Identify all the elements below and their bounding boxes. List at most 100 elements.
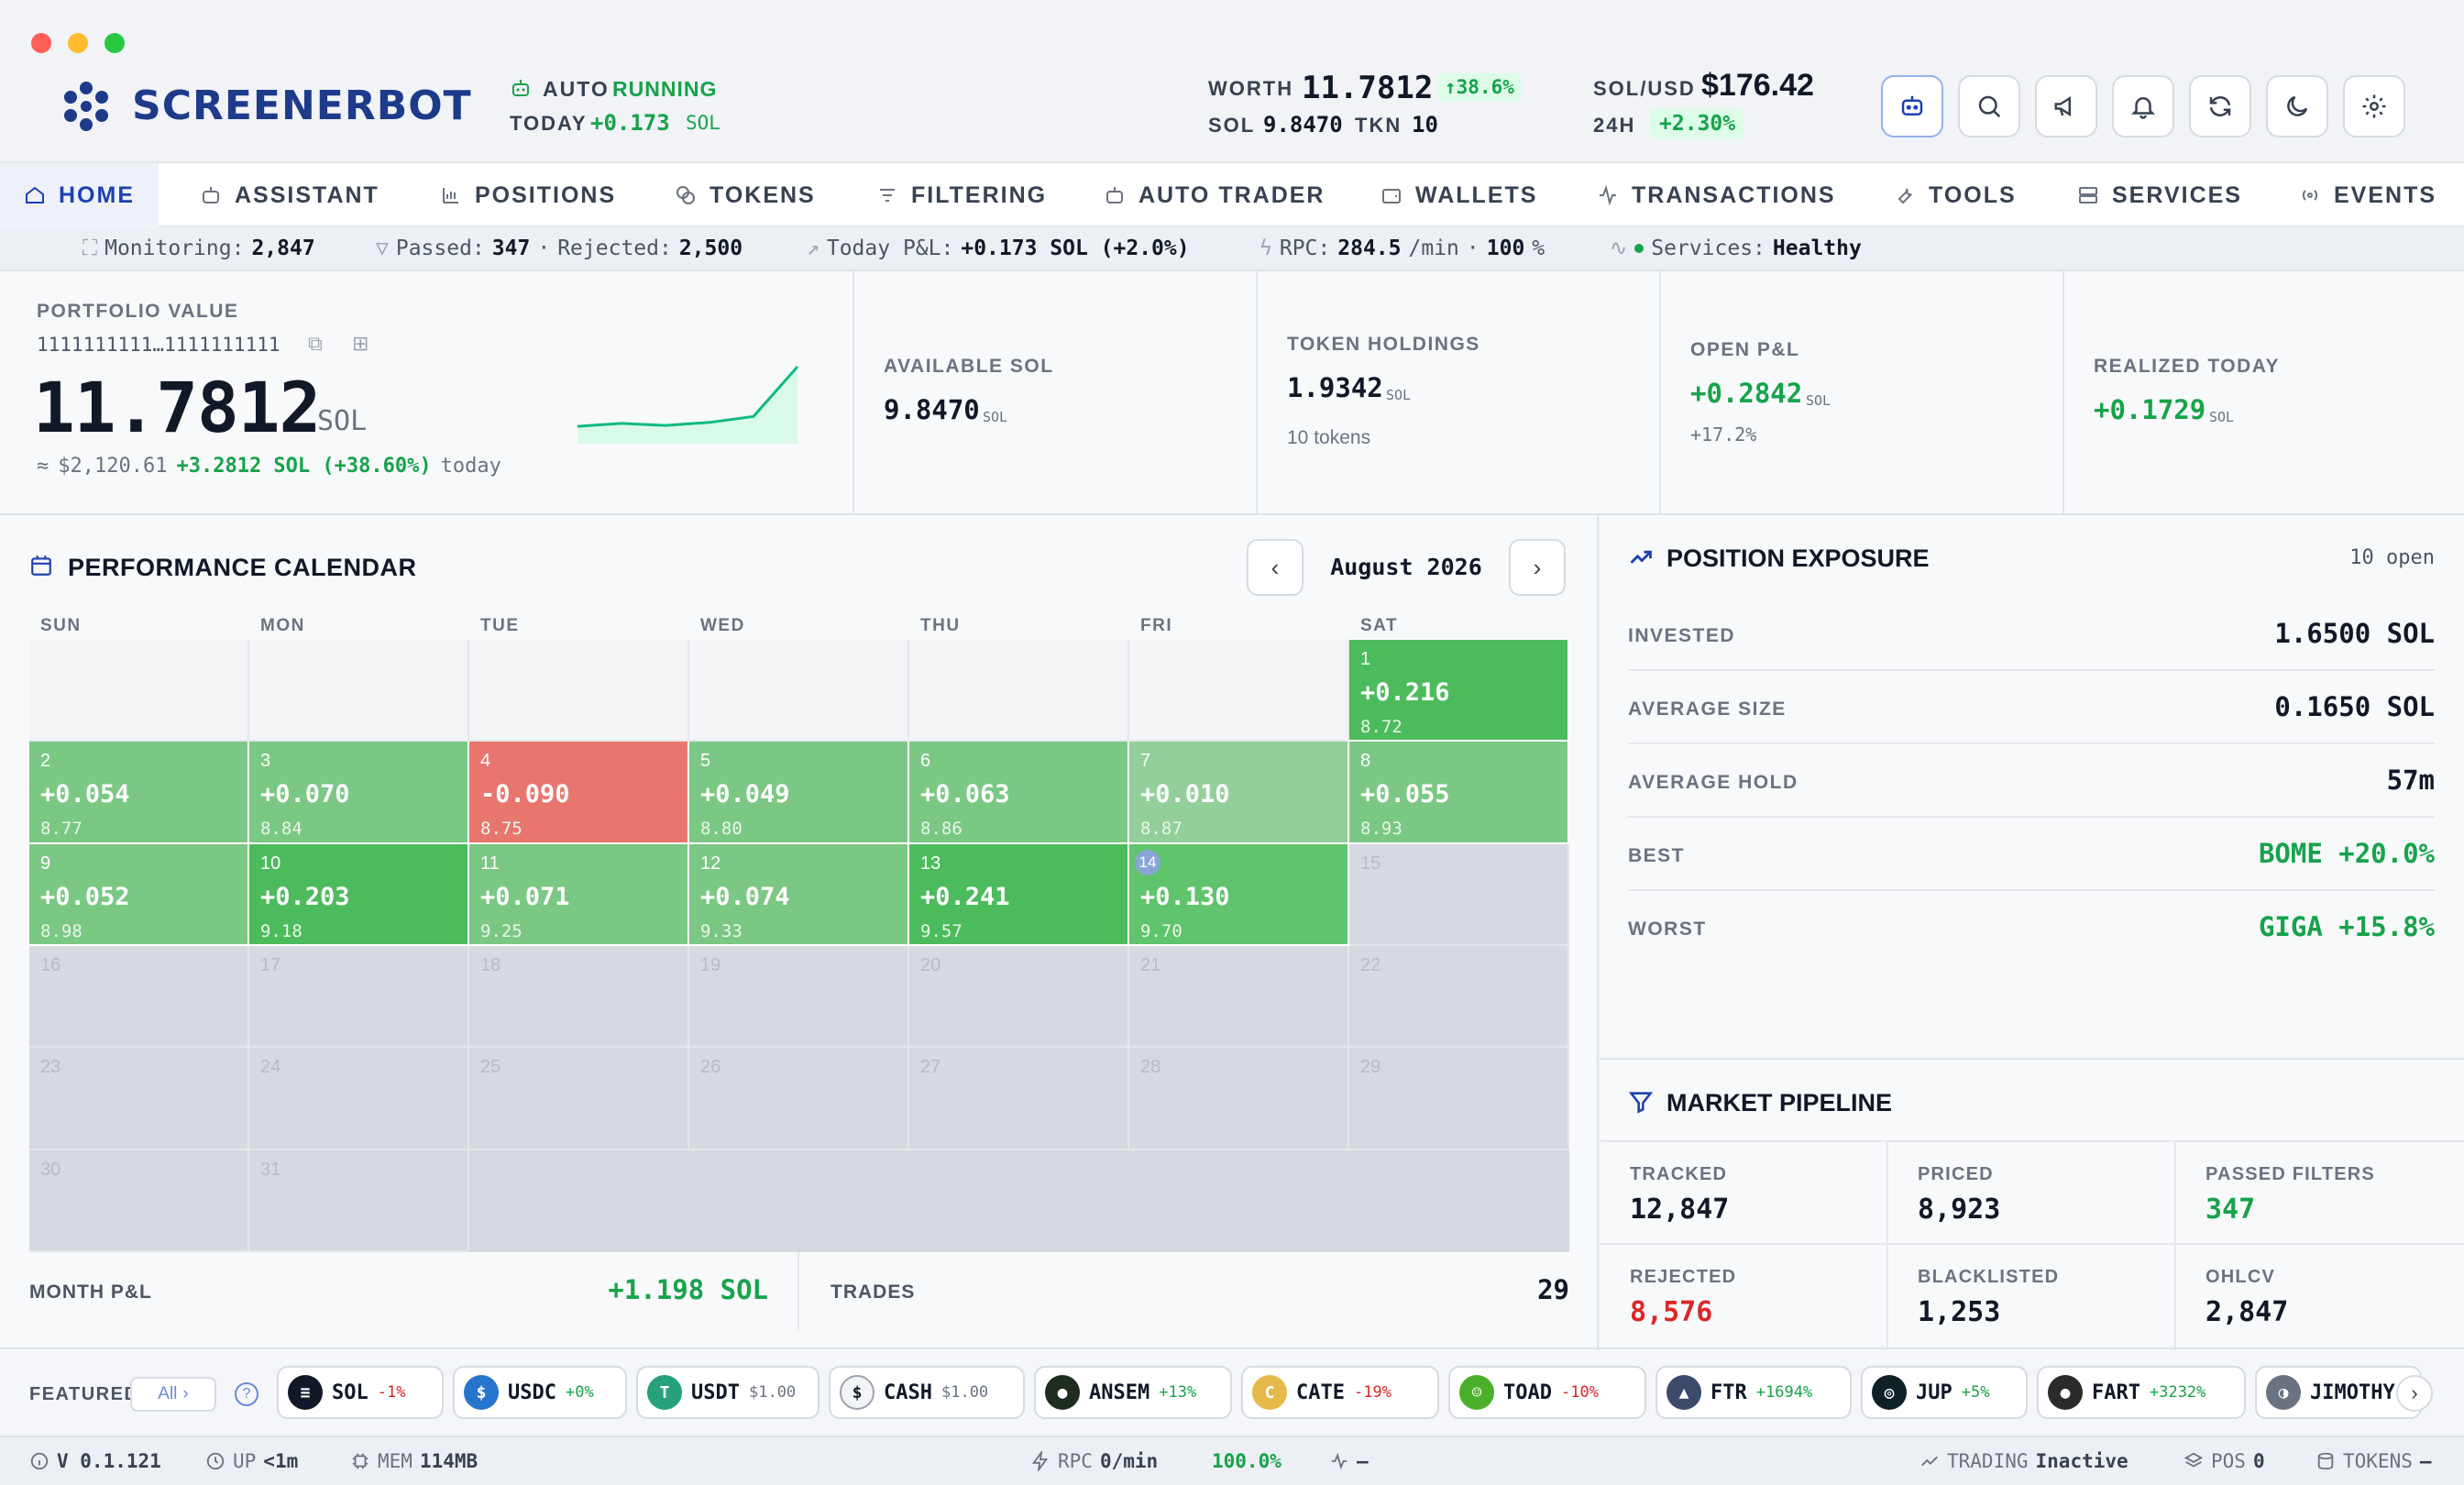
nav-label: TOKENS <box>710 182 816 208</box>
health-dot <box>1634 244 1644 253</box>
featured-filter-select[interactable]: All › <box>130 1377 216 1412</box>
calendar-day-30[interactable]: 30 <box>29 1150 249 1252</box>
notifications-button[interactable] <box>2112 75 2174 138</box>
featured-bar: FEATURED All › ? ≡ SOL -1% $ USDC +0% T USDT $1.… <box>0 1348 2464 1436</box>
version-value: V 0.1.121 <box>57 1450 161 1472</box>
portfolio-unit: SOL <box>317 405 368 437</box>
exposure-label: AVERAGE SIZE <box>1628 698 1787 720</box>
nav-tools[interactable]: TOOLS <box>1894 163 2017 227</box>
calendar-day-2[interactable]: 2 +0.054 8.77 <box>29 742 249 844</box>
calendar-day-25[interactable]: 25 <box>469 1048 689 1150</box>
nav-assistant[interactable]: ASSISTANT <box>200 163 380 227</box>
assistant-button[interactable] <box>1881 75 1943 138</box>
calendar-day-12[interactable]: 12 +0.074 9.33 <box>689 843 909 946</box>
token-chip-toad[interactable]: ☺ TOAD -10% <box>1448 1366 1646 1419</box>
token-chip-cash[interactable]: $ CASH $1.00 <box>829 1366 1025 1419</box>
calendar-day-4[interactable]: 4 -0.090 8.75 <box>469 742 689 844</box>
pipeline-panel <box>1600 1062 2464 1348</box>
nav-tokens[interactable]: TOKENS <box>675 163 816 227</box>
token-chip-jup[interactable]: ◎ JUP +5% <box>1861 1366 2028 1419</box>
calendar-day-3[interactable]: 3 +0.070 8.84 <box>249 742 469 844</box>
window-close-button[interactable] <box>31 33 51 53</box>
prev-month-button[interactable]: ‹ <box>1247 539 1304 596</box>
token-chip-ansem[interactable]: ● ANSEM +13% <box>1034 1366 1232 1419</box>
token-chip-usdc[interactable]: $ USDC +0% <box>453 1366 627 1419</box>
calendar-day-19[interactable]: 19 <box>689 945 909 1049</box>
logo-icon <box>64 82 108 131</box>
calendar-day-26[interactable]: 26 <box>689 1048 909 1150</box>
refresh-button[interactable] <box>2189 75 2251 138</box>
calendar-day-8[interactable]: 8 +0.055 8.93 <box>1349 742 1569 844</box>
calendar-day-5[interactable]: 5 +0.049 8.80 <box>689 742 909 844</box>
pnl-value: +0.173 SOL (+2.0%) <box>961 236 1190 260</box>
calendar-day-18[interactable]: 18 <box>469 945 689 1049</box>
calendar-day-24[interactable]: 24 <box>249 1048 469 1150</box>
calendar-day-23[interactable]: 23 <box>29 1048 249 1150</box>
day-number: 4 <box>480 751 491 772</box>
nav-home[interactable]: HOME <box>0 163 159 227</box>
rejected-value: 2,500 <box>678 236 743 260</box>
nav-events[interactable]: EVENTS <box>2299 163 2436 227</box>
ansem-token-icon: ● <box>1045 1375 1080 1410</box>
settings-button[interactable] <box>2343 75 2405 138</box>
search-button[interactable] <box>1958 75 2020 138</box>
exposure-value: 57m <box>2386 764 2435 796</box>
day-balance: 8.72 <box>1360 717 1402 737</box>
token-holdings-card: TOKEN HOLDINGS 1.9342 SOL 10 tokens <box>1258 271 1661 513</box>
calendar-day-7[interactable]: 7 +0.010 8.87 <box>1129 742 1349 844</box>
calendar-day-14[interactable]: 14 +0.130 9.70 <box>1129 843 1349 946</box>
day-balance: 8.93 <box>1360 819 1402 840</box>
nav-wallets[interactable]: WALLETS <box>1380 163 1537 227</box>
nav-auto-trader[interactable]: AUTO TRADER <box>1104 163 1325 227</box>
solusd-value: $176.42 <box>1701 68 1814 103</box>
calendar-day-27[interactable]: 27 <box>909 1048 1129 1150</box>
calendar-day-11[interactable]: 11 +0.071 9.25 <box>469 843 689 946</box>
calendar-day-17[interactable]: 17 <box>249 945 469 1049</box>
status-strip: ⛶ Monitoring: 2,847 ▽ Passed: 347 · Reje… <box>0 227 2464 271</box>
announcements-button[interactable] <box>2035 75 2097 138</box>
calendar-day-16[interactable]: 16 <box>29 945 249 1049</box>
qr-icon[interactable]: ⊞ <box>352 332 369 355</box>
window-minimize-button[interactable] <box>68 33 88 53</box>
next-month-button[interactable]: › <box>1509 539 1566 596</box>
scroll-right-button[interactable]: › <box>2396 1375 2433 1412</box>
window-maximize-button[interactable] <box>104 33 125 53</box>
calendar-day-15[interactable]: 15 <box>1349 843 1569 946</box>
calendar-day-10[interactable]: 10 +0.203 9.18 <box>249 843 469 946</box>
today-unit: SOL <box>686 112 720 134</box>
ftr-token-icon: ▲ <box>1666 1375 1701 1410</box>
pos-label: POS <box>2211 1450 2246 1472</box>
calendar-day-28[interactable]: 28 <box>1129 1048 1349 1150</box>
main-nav: HOME ASSISTANT POSITIONS TOKENS FILTERIN… <box>0 161 2464 227</box>
day-pnl: +0.203 <box>260 882 350 911</box>
token-chip-cate[interactable]: C CATE -19% <box>1241 1366 1439 1419</box>
calendar-day-21[interactable]: 21 <box>1129 945 1349 1049</box>
token-chip-fart[interactable]: ● FART +3232% <box>2037 1366 2246 1419</box>
info-icon <box>30 1452 49 1470</box>
calendar-day-9[interactable]: 9 +0.052 8.98 <box>29 843 249 946</box>
calendar-day-20[interactable]: 20 <box>909 945 1129 1049</box>
nav-transactions[interactable]: TRANSACTIONS <box>1597 163 1836 227</box>
nav-filtering[interactable]: FILTERING <box>876 163 1047 227</box>
h24-label: 24H <box>1593 114 1636 137</box>
calendar-day-1[interactable]: 1 +0.216 8.72 <box>1349 640 1569 742</box>
nav-services[interactable]: SERVICES <box>2077 163 2242 227</box>
calendar-day-29[interactable]: 29 <box>1349 1048 1569 1150</box>
pipeline-tracked: TRACKED 12,847 <box>1600 1142 1888 1245</box>
calendar-day-31[interactable]: 31 <box>249 1150 469 1252</box>
token-chip-sol[interactable]: ≡ SOL -1% <box>277 1366 444 1419</box>
calendar-day-6[interactable]: 6 +0.063 8.86 <box>909 742 1129 844</box>
nav-positions[interactable]: POSITIONS <box>440 163 616 227</box>
copy-icon[interactable]: ⧉ <box>308 332 323 355</box>
token-chip-ftr[interactable]: ▲ FTR +1694% <box>1656 1366 1852 1419</box>
day-pnl: +0.071 <box>480 882 570 911</box>
theme-toggle-button[interactable] <box>2266 75 2328 138</box>
usdt-token-icon: T <box>647 1375 682 1410</box>
calendar-day-22[interactable]: 22 <box>1349 945 1569 1049</box>
token-chip-usdt[interactable]: T USDT $1.00 <box>636 1366 820 1419</box>
status-footer: V 0.1.121 UP <1m MEM 114MB RPC 0/min 100… <box>0 1436 2464 1485</box>
help-icon[interactable]: ? <box>235 1382 258 1406</box>
coins-icon <box>676 186 695 204</box>
filter-stat: ▽ Passed: 347 · Rejected: 2,500 <box>376 227 742 270</box>
calendar-day-13[interactable]: 13 +0.241 9.57 <box>909 843 1129 946</box>
